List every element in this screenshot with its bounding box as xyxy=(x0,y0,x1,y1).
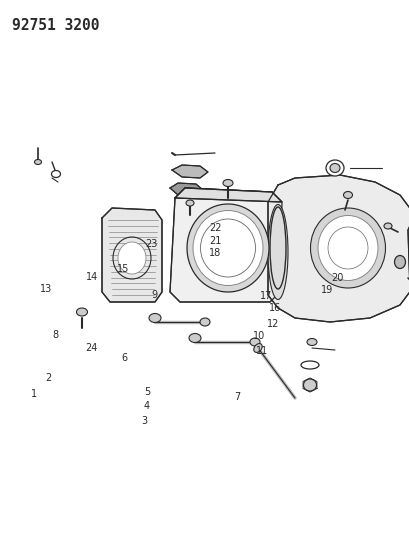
Ellipse shape xyxy=(343,191,352,198)
Text: 4: 4 xyxy=(143,401,149,411)
Ellipse shape xyxy=(186,200,193,206)
Text: 6: 6 xyxy=(121,353,127,363)
Text: 1: 1 xyxy=(31,390,37,399)
Ellipse shape xyxy=(306,338,316,345)
Text: 5: 5 xyxy=(144,387,150,397)
Ellipse shape xyxy=(189,334,200,343)
Text: 18: 18 xyxy=(209,248,221,258)
Text: 11: 11 xyxy=(256,346,268,356)
Ellipse shape xyxy=(222,180,232,187)
Polygon shape xyxy=(170,183,202,196)
Ellipse shape xyxy=(187,204,268,292)
Polygon shape xyxy=(267,175,409,322)
Text: 19: 19 xyxy=(320,286,332,295)
Ellipse shape xyxy=(249,338,259,346)
Polygon shape xyxy=(170,188,281,302)
Polygon shape xyxy=(175,188,281,202)
Text: 20: 20 xyxy=(330,273,343,283)
Ellipse shape xyxy=(325,160,343,176)
Ellipse shape xyxy=(76,308,87,316)
Ellipse shape xyxy=(393,255,405,269)
Text: 2: 2 xyxy=(45,374,51,383)
Text: 12: 12 xyxy=(266,319,278,328)
Text: 17: 17 xyxy=(260,291,272,301)
Text: 24: 24 xyxy=(85,343,97,352)
Text: 22: 22 xyxy=(209,223,221,233)
Ellipse shape xyxy=(317,215,377,280)
Polygon shape xyxy=(407,208,409,305)
Text: 7: 7 xyxy=(233,392,239,402)
Text: 15: 15 xyxy=(117,264,129,274)
Text: 3: 3 xyxy=(141,416,147,426)
Text: 92751 3200: 92751 3200 xyxy=(12,18,99,33)
Ellipse shape xyxy=(310,208,384,288)
Text: 13: 13 xyxy=(40,285,52,294)
Text: 16: 16 xyxy=(268,303,280,312)
Ellipse shape xyxy=(383,223,391,229)
Ellipse shape xyxy=(329,164,339,173)
Ellipse shape xyxy=(200,318,209,326)
Ellipse shape xyxy=(148,313,161,322)
Ellipse shape xyxy=(303,379,316,391)
Text: 21: 21 xyxy=(209,236,221,246)
Ellipse shape xyxy=(118,242,146,274)
Polygon shape xyxy=(102,208,162,302)
Ellipse shape xyxy=(253,344,261,352)
Text: 14: 14 xyxy=(86,272,98,282)
Text: 23: 23 xyxy=(145,239,157,249)
Polygon shape xyxy=(172,165,207,178)
Text: 8: 8 xyxy=(52,330,58,340)
Ellipse shape xyxy=(267,205,287,300)
Ellipse shape xyxy=(193,211,262,286)
Text: 9: 9 xyxy=(151,290,157,300)
Text: 10: 10 xyxy=(253,331,265,341)
Ellipse shape xyxy=(34,159,41,165)
